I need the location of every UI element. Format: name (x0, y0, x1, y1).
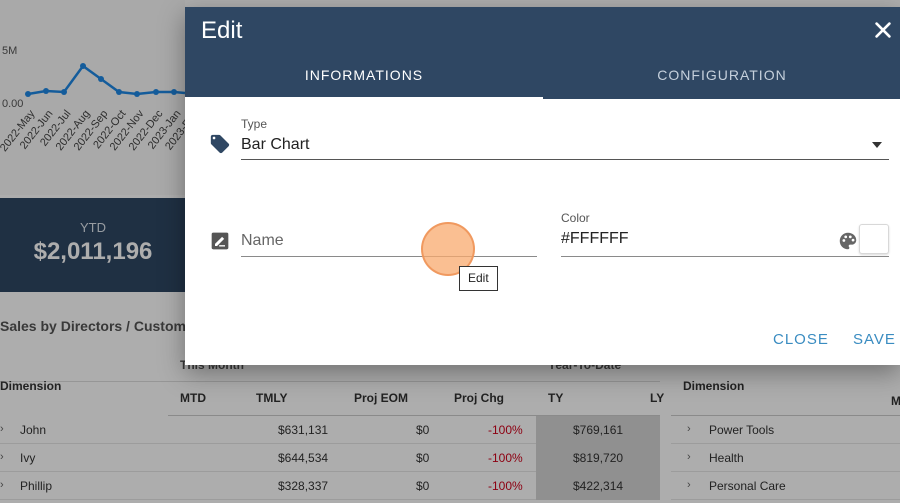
trend-line (25, 63, 185, 97)
tooltip: Edit (459, 266, 498, 291)
row-name: John (20, 423, 47, 437)
y-tick-label: 0.00 (2, 98, 24, 110)
sales-table: This Month Year-To-Date Dimension MTD TM… (0, 352, 664, 500)
column-header[interactable]: TY (548, 391, 564, 405)
table-row[interactable]: › Health (671, 444, 900, 472)
cell-proj-eom: $0 (416, 423, 430, 437)
name-underline (241, 256, 537, 257)
column-header[interactable]: Proj Chg (454, 391, 504, 405)
cell-ty: $422,314 (573, 479, 624, 493)
dropdown-caret-icon (872, 142, 882, 148)
chevron-right-icon[interactable]: › (0, 451, 4, 463)
color-label: Color (561, 211, 590, 225)
cell-proj-chg: -100% (488, 479, 523, 493)
dialog-header: Edit INFORMATIONS CONFIGURATION (185, 7, 900, 100)
dimension-header[interactable]: Dimension (683, 379, 745, 393)
table-row[interactable]: › Phillip $328,337 $0 -100% $422,314 (0, 472, 660, 500)
cell-proj-eom: $0 (416, 479, 430, 493)
column-header[interactable]: MTD (180, 391, 206, 405)
edit-dialog: Edit INFORMATIONS CONFIGURATION Type Bar… (185, 7, 900, 365)
ytd-card: YTD $2,011,196 (0, 198, 186, 292)
tab-informations[interactable]: INFORMATIONS (304, 67, 424, 83)
cell-ty: $819,720 (573, 451, 624, 465)
section-title: Sales by Directors / Customers (0, 318, 207, 334)
ytd-value: $2,011,196 (33, 238, 153, 265)
tab-configuration[interactable]: CONFIGURATION (657, 67, 787, 83)
cell-tmly: $631,131 (278, 423, 329, 437)
type-select[interactable]: Bar Chart (241, 133, 889, 161)
close-button[interactable]: CLOSE (773, 331, 829, 348)
type-label: Type (241, 117, 268, 131)
column-header[interactable]: M (891, 394, 900, 408)
name-input[interactable] (241, 229, 531, 253)
table-header: MTD TMLY Proj EOM Proj Chg TY LY (168, 382, 664, 416)
table-header: Dimension M (671, 352, 900, 416)
chevron-right-icon[interactable]: › (0, 479, 4, 491)
cell-proj-chg: -100% (488, 423, 523, 437)
row-name: Health (709, 451, 744, 465)
cell-ty: $769,161 (573, 423, 624, 437)
column-header[interactable]: Proj EOM (354, 391, 409, 405)
row-name: Power Tools (709, 423, 775, 437)
cell-proj-chg: -100% (488, 451, 523, 465)
row-name: Phillip (20, 479, 53, 493)
column-header[interactable]: LY (650, 391, 665, 405)
chevron-right-icon[interactable]: › (0, 423, 4, 435)
cell-tmly: $328,337 (278, 479, 329, 493)
table-row[interactable]: › Personal Care (671, 472, 900, 500)
type-underline (241, 159, 889, 160)
row-name: Personal Care (709, 479, 786, 493)
color-value[interactable]: #FFFFFF (561, 230, 629, 247)
edit-box-icon (211, 232, 229, 250)
row-name: Ivy (20, 451, 36, 465)
category-table: Dimension M › Power Tools › Health › Per… (671, 352, 900, 500)
type-value: Bar Chart (241, 136, 310, 153)
y-tick-label: 5M (2, 45, 18, 57)
chevron-right-icon[interactable]: › (687, 479, 691, 491)
chevron-right-icon[interactable]: › (687, 423, 691, 435)
color-swatch[interactable] (859, 224, 889, 254)
cell-proj-eom: $0 (416, 451, 430, 465)
chevron-right-icon[interactable]: › (687, 451, 691, 463)
dimension-header[interactable]: Dimension (0, 379, 62, 393)
column-header[interactable]: TMLY (256, 391, 288, 405)
table-row[interactable]: › Ivy $644,534 $0 -100% $819,720 (0, 444, 660, 472)
save-button[interactable]: SAVE (853, 331, 896, 348)
tag-icon (210, 134, 230, 154)
sales-trend-chart: 5M 0.00 2022-May 2022-Jun 2022-Jul 2022-… (0, 0, 201, 195)
ytd-label: YTD (80, 220, 106, 235)
table-row[interactable]: › Power Tools (671, 416, 900, 444)
cell-tmly: $644,534 (278, 451, 329, 465)
color-underline (561, 256, 889, 257)
table-row[interactable]: › John $631,131 $0 -100% $769,161 (0, 416, 660, 444)
palette-icon[interactable] (837, 230, 859, 252)
close-icon[interactable] (872, 19, 894, 41)
active-tab-indicator (185, 97, 543, 100)
dialog-title: Edit (201, 17, 243, 44)
